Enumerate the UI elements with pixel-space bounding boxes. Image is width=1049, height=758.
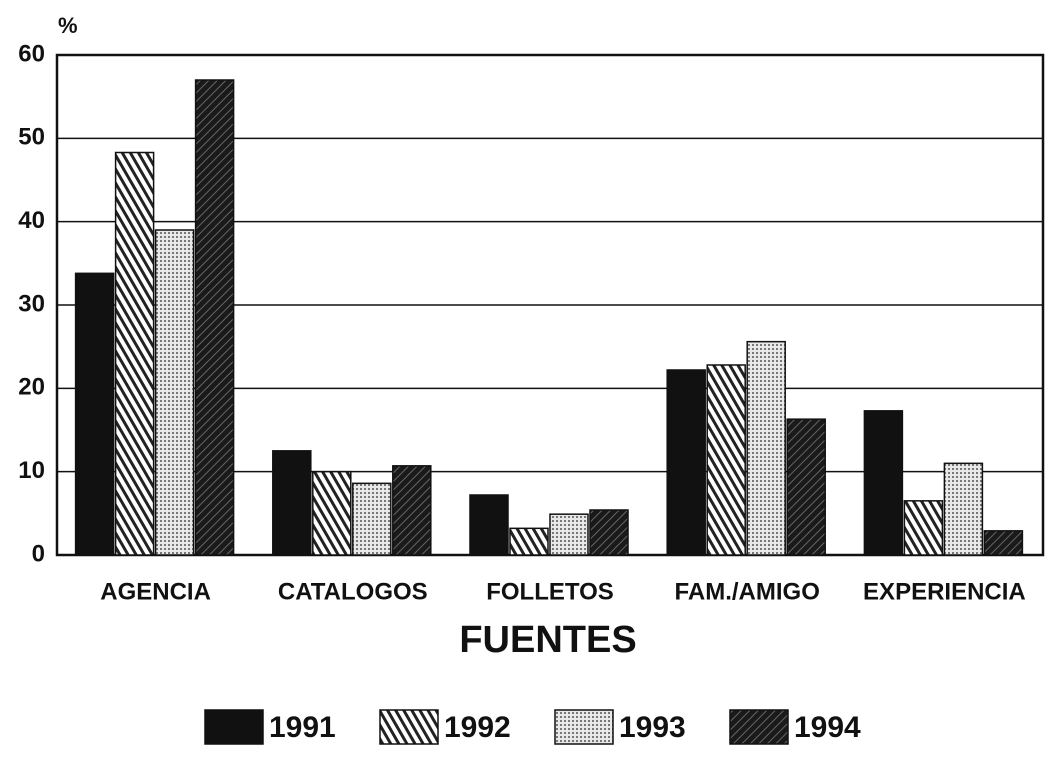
legend-label: 1991	[269, 711, 336, 744]
bar	[154, 229, 195, 556]
bar	[312, 470, 352, 556]
legend-swatch	[204, 709, 264, 745]
bar	[509, 527, 549, 556]
y-tick-label: 30	[18, 290, 45, 317]
x-tick-label: EXPERIENCIA	[863, 578, 1026, 605]
bar	[903, 500, 944, 556]
bar	[589, 509, 629, 556]
bar	[194, 79, 235, 556]
legend-swatch	[729, 709, 789, 745]
bar	[469, 494, 509, 556]
y-tick-label: 40	[18, 207, 45, 234]
legend-label: 1994	[794, 711, 861, 744]
x-tick-label: CATALOGOS	[278, 578, 428, 605]
bar	[74, 272, 115, 556]
bar	[352, 482, 392, 556]
bar	[863, 410, 904, 556]
x-tick-label: AGENCIA	[100, 578, 211, 605]
y-tick-label: 0	[32, 540, 45, 567]
y-tick-label: 20	[18, 374, 45, 401]
legend-swatch	[554, 709, 614, 745]
y-tick-label: 50	[18, 124, 45, 151]
y-tick-label: 60	[18, 40, 45, 67]
x-axis-label: FUENTES	[459, 619, 636, 661]
legend-swatch	[379, 709, 439, 745]
bar	[706, 364, 746, 556]
bar	[943, 462, 984, 556]
x-tick-label: FAM./AMIGO	[675, 578, 820, 605]
y-axis-label: %	[58, 13, 78, 38]
bar	[666, 369, 706, 556]
legend-label: 1993	[619, 711, 686, 744]
x-tick-label: FOLLETOS	[486, 578, 614, 605]
bar	[114, 151, 155, 556]
bar	[392, 465, 432, 556]
bar	[746, 340, 786, 556]
y-tick-label: 10	[18, 457, 45, 484]
bar	[549, 513, 589, 556]
bar	[983, 530, 1024, 556]
bar	[786, 418, 826, 556]
bar	[272, 450, 312, 556]
legend-label: 1992	[444, 711, 511, 744]
